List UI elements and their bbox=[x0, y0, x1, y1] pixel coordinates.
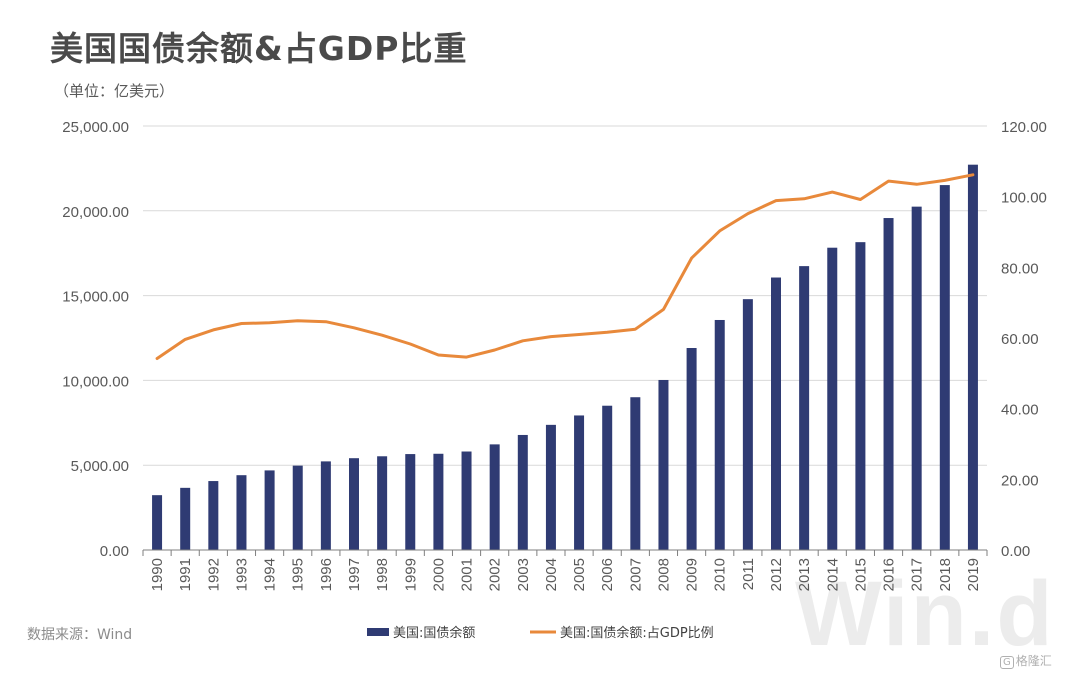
x-tick-label: 1996 bbox=[318, 558, 335, 591]
bar bbox=[208, 481, 219, 550]
x-tick-label: 1997 bbox=[346, 558, 363, 591]
x-tick-label: 2013 bbox=[796, 558, 813, 591]
x-tick-label: 2006 bbox=[599, 558, 616, 591]
x-tick-label: 1994 bbox=[262, 558, 279, 591]
bar bbox=[349, 458, 359, 550]
bar bbox=[630, 397, 641, 550]
bar bbox=[855, 242, 866, 550]
x-tick-label: 2015 bbox=[852, 558, 869, 591]
bar bbox=[264, 470, 275, 550]
y-left-tick-label: 20,000.00 bbox=[62, 204, 129, 221]
x-tick-label: 1992 bbox=[205, 558, 222, 591]
bar bbox=[742, 299, 753, 550]
bar bbox=[489, 444, 500, 550]
bar bbox=[574, 415, 585, 550]
bar bbox=[236, 475, 247, 550]
logo-text: 格隆汇 bbox=[1015, 654, 1052, 668]
bar bbox=[911, 206, 922, 550]
y-right-tick-label: 60.00 bbox=[1001, 331, 1039, 348]
bar bbox=[714, 319, 725, 550]
chart-subtitle: （单位：亿美元） bbox=[54, 82, 175, 100]
x-tick-label: 1990 bbox=[149, 558, 166, 591]
y-right-tick-label: 20.00 bbox=[1001, 472, 1039, 489]
bar bbox=[771, 277, 781, 550]
bar bbox=[292, 465, 303, 550]
y-left-tick-label: 10,000.00 bbox=[62, 373, 129, 390]
x-tick-label: 2005 bbox=[571, 558, 588, 591]
y-right-tick-label: 0.00 bbox=[1001, 543, 1030, 560]
bar bbox=[517, 434, 528, 550]
bar bbox=[658, 379, 669, 550]
bar bbox=[433, 453, 444, 550]
legend-label-bar: 美国:国债余额 bbox=[393, 625, 475, 641]
x-tick-label: 1991 bbox=[177, 558, 194, 591]
bar bbox=[883, 218, 894, 550]
x-tick-label: 2018 bbox=[937, 558, 954, 591]
bar bbox=[799, 266, 810, 550]
x-tick-label: 2008 bbox=[655, 558, 672, 591]
ratio-line bbox=[155, 173, 975, 360]
x-tick-label: 2002 bbox=[487, 558, 504, 591]
x-tick-label: 1998 bbox=[374, 558, 391, 591]
bar bbox=[686, 348, 697, 550]
x-tick-label: 2007 bbox=[627, 558, 644, 591]
x-tick-label: 2014 bbox=[824, 558, 841, 591]
y-left-tick-label: 25,000.00 bbox=[62, 119, 129, 136]
y-right-tick-label: 120.00 bbox=[1001, 119, 1047, 136]
bar bbox=[152, 495, 163, 550]
bar bbox=[405, 454, 416, 550]
bar bbox=[939, 185, 950, 551]
y-left-tick-label: 5,000.00 bbox=[71, 458, 129, 475]
axes: 0.00 5,000.00 10,000.00 15,000.00 20,000.00 2… bbox=[62, 119, 1047, 591]
x-tick-label: 2009 bbox=[684, 558, 701, 591]
x-tick-label: 2003 bbox=[515, 558, 532, 591]
x-tick-label: 1995 bbox=[290, 558, 307, 591]
bar bbox=[180, 487, 191, 550]
bar bbox=[827, 247, 838, 550]
y-right-tick-label: 100.00 bbox=[1001, 190, 1047, 207]
bar bbox=[545, 424, 556, 550]
x-tick-label: 2011 bbox=[740, 558, 757, 590]
legend-label-line: 美国:国债余额:占GDP比例 bbox=[560, 625, 714, 641]
bar bbox=[602, 405, 613, 550]
x-tick-label: 2001 bbox=[459, 558, 476, 591]
x-tick-label: 2017 bbox=[909, 558, 926, 591]
gridlines bbox=[143, 125, 987, 466]
watermark: Win.d bbox=[795, 563, 1055, 665]
logo-icon: G bbox=[1000, 656, 1014, 669]
x-tick-label: 1999 bbox=[402, 558, 419, 591]
line-series bbox=[155, 173, 975, 360]
bar-series bbox=[152, 164, 978, 551]
bar bbox=[461, 451, 472, 550]
x-tick-label: 2019 bbox=[965, 558, 982, 591]
bar bbox=[967, 164, 978, 550]
y-left-tick-label: 15,000.00 bbox=[62, 289, 129, 306]
x-tick-label: 2000 bbox=[430, 558, 447, 591]
y-left-tick-label: 0.00 bbox=[100, 543, 129, 560]
x-tick-label: 2010 bbox=[712, 558, 729, 591]
x-tick-label: 2016 bbox=[881, 558, 898, 591]
chart-title: 美国国债余额&占GDP比重 bbox=[50, 29, 468, 68]
y-right-tick-label: 40.00 bbox=[1001, 402, 1039, 419]
x-tick-label: 2004 bbox=[543, 558, 560, 591]
legend-swatch-bar bbox=[367, 628, 389, 636]
y-right-tick-label: 80.00 bbox=[1001, 260, 1039, 277]
bar bbox=[377, 456, 388, 550]
x-tick-label: 2012 bbox=[768, 558, 785, 591]
corner-logo: G 格隆汇 bbox=[1000, 652, 1052, 669]
bar bbox=[320, 461, 331, 550]
source-note: 数据来源：Wind bbox=[27, 627, 133, 643]
x-tick-label: 1993 bbox=[233, 558, 250, 591]
legend: 美国:国债余额 美国:国债余额:占GDP比例 bbox=[367, 625, 714, 641]
